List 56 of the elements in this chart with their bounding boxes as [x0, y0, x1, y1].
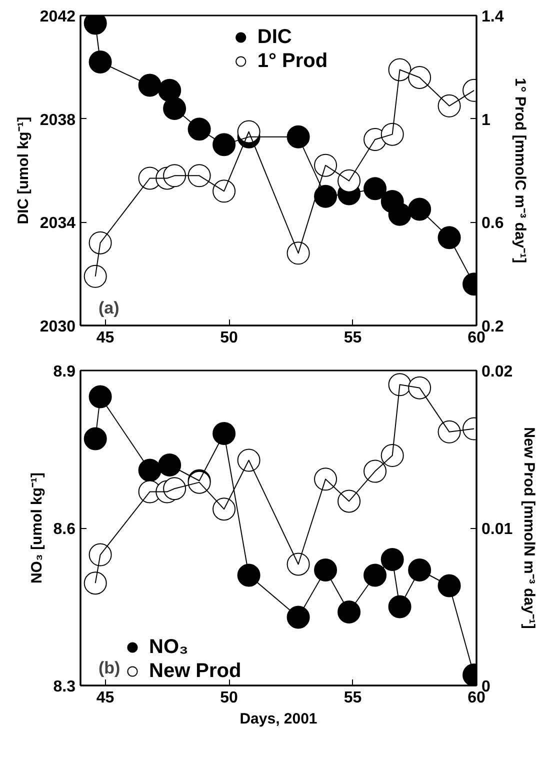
- point: [438, 226, 461, 250]
- point: [237, 120, 260, 144]
- point: [188, 118, 211, 141]
- y2-tick-label: 0.01: [482, 521, 513, 538]
- point: [163, 97, 186, 120]
- y2-tick-label: 0.02: [482, 364, 513, 380]
- y2-tick-label: 1.4: [482, 8, 504, 26]
- point: [212, 422, 236, 445]
- point: [364, 564, 387, 587]
- x-tick-label: 55: [344, 690, 362, 706]
- point: [138, 74, 162, 97]
- point: [84, 427, 107, 450]
- x-tick-label: 50: [220, 330, 238, 346]
- point: [88, 385, 112, 408]
- x-tick-label: 45: [96, 690, 114, 706]
- point: [380, 548, 404, 571]
- point: [438, 574, 461, 598]
- point: [314, 558, 338, 582]
- y-tick-label: 2042: [40, 8, 76, 26]
- point: [364, 177, 387, 200]
- point: [408, 198, 432, 221]
- point: [388, 202, 412, 226]
- point: [158, 454, 182, 476]
- y-tick-label: 8.9: [53, 364, 76, 380]
- point: [314, 184, 338, 208]
- point: [163, 477, 186, 500]
- point: [163, 164, 186, 188]
- y2-axis-title: 1° Prod [mmolC m⁻³ day⁻¹]: [512, 78, 529, 264]
- y-tick-label: 2038: [40, 112, 76, 129]
- legend-label: NO₃: [149, 636, 188, 658]
- legend-label: 1° Prod: [257, 50, 328, 72]
- y2-axis-title: New Prod [mmolN m⁻³ day⁻¹]: [520, 427, 538, 629]
- legend-label: New Prod: [149, 660, 242, 682]
- y-axis-title: NO₃ [umol kg⁻¹]: [28, 472, 46, 584]
- x-tick-label: 45: [96, 330, 114, 346]
- x-axis-title: Days, 2001: [240, 710, 318, 728]
- y-tick-label: 2030: [40, 318, 76, 336]
- y-axis-title: DIC [umol kg⁻¹]: [14, 116, 32, 224]
- point: [237, 564, 260, 587]
- annotation: (b): [98, 658, 120, 678]
- point: [338, 600, 361, 624]
- point: [408, 558, 432, 582]
- x-tick-label: 50: [220, 690, 238, 706]
- y2-tick-label: 1: [482, 112, 490, 129]
- y-tick-label: 2034: [40, 215, 76, 232]
- y2-tick-label: 0.6: [482, 215, 504, 232]
- x-tick-label: 55: [344, 330, 362, 346]
- point: [88, 50, 112, 74]
- point: [388, 595, 412, 618]
- annotation: (a): [98, 298, 120, 318]
- legend-label: DIC: [257, 26, 292, 48]
- point: [212, 133, 236, 156]
- y-tick-label: 8.6: [53, 521, 76, 538]
- point: [286, 606, 310, 629]
- point: [286, 125, 310, 148]
- y-tick-label: 8.3: [53, 678, 76, 696]
